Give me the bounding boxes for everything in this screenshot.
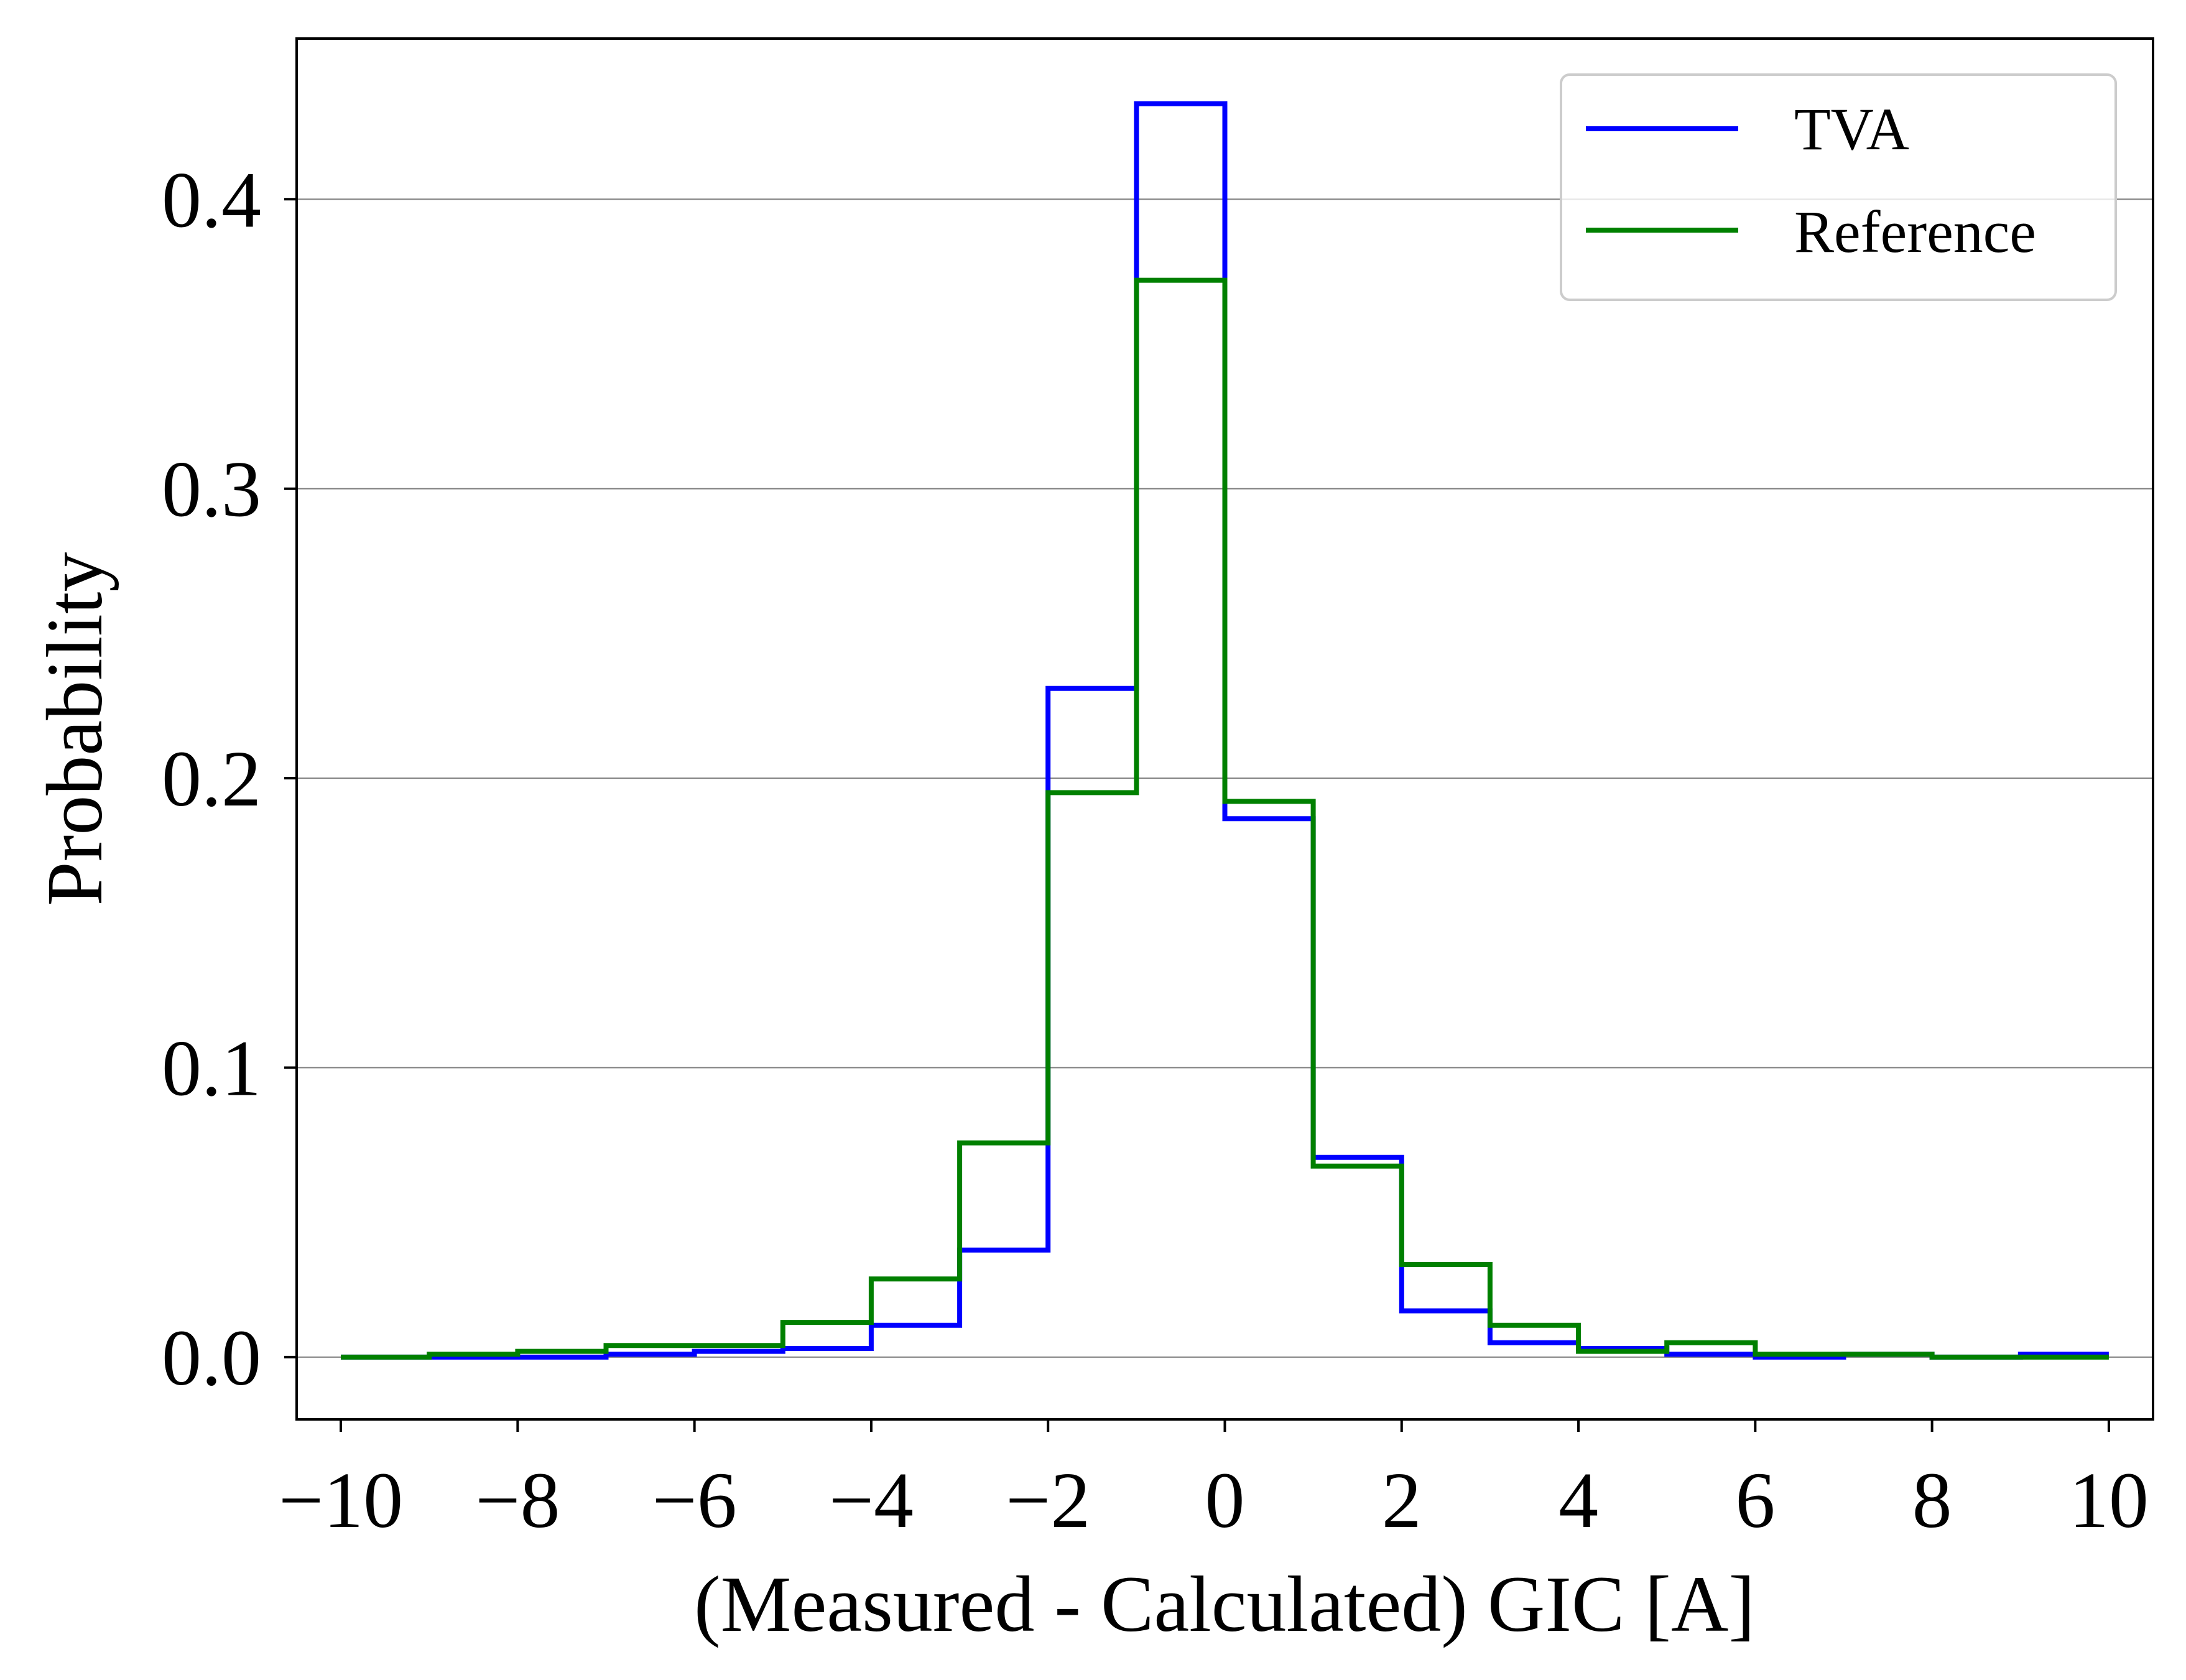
x-tick-label: −6	[652, 1456, 737, 1544]
legend-label-reference: Reference	[1794, 198, 2036, 265]
x-tick-label: −8	[475, 1456, 560, 1544]
y-tick-label: 0.0	[162, 1314, 261, 1402]
x-tick-label: 4	[1558, 1456, 1598, 1544]
x-tick-label: 0	[1205, 1456, 1245, 1544]
y-tick-label: 0.4	[162, 155, 261, 244]
x-tick-label: −2	[1006, 1456, 1090, 1544]
x-tick-label: 2	[1382, 1456, 1422, 1544]
y-axis-label: Probability	[30, 552, 119, 906]
x-axis-label: (Measured - Calculated) GIC [A]	[694, 1560, 1755, 1648]
legend-label-tva: TVA	[1794, 96, 1909, 162]
series-line-reference	[341, 277, 2109, 1360]
legend: TVA Reference	[1560, 73, 2117, 301]
x-tick-label: −10	[279, 1456, 403, 1544]
series-line-tva	[341, 101, 2109, 1360]
x-axis-ticks: −10 −8 −6 −4 −2 0 2 4 6 8 10	[279, 1419, 2149, 1544]
x-tick-label: −4	[829, 1456, 914, 1544]
x-tick-label: 6	[1735, 1456, 1775, 1544]
series-lines	[341, 101, 2109, 1360]
y-tick-label: 0.2	[162, 735, 261, 823]
x-tick-label: 10	[2069, 1456, 2149, 1544]
x-tick-label: 8	[1912, 1456, 1952, 1544]
y-tick-label: 0.3	[162, 445, 261, 534]
y-axis-ticks: 0.0 0.1 0.2 0.3 0.4	[162, 155, 297, 1402]
y-tick-label: 0.1	[162, 1024, 261, 1113]
